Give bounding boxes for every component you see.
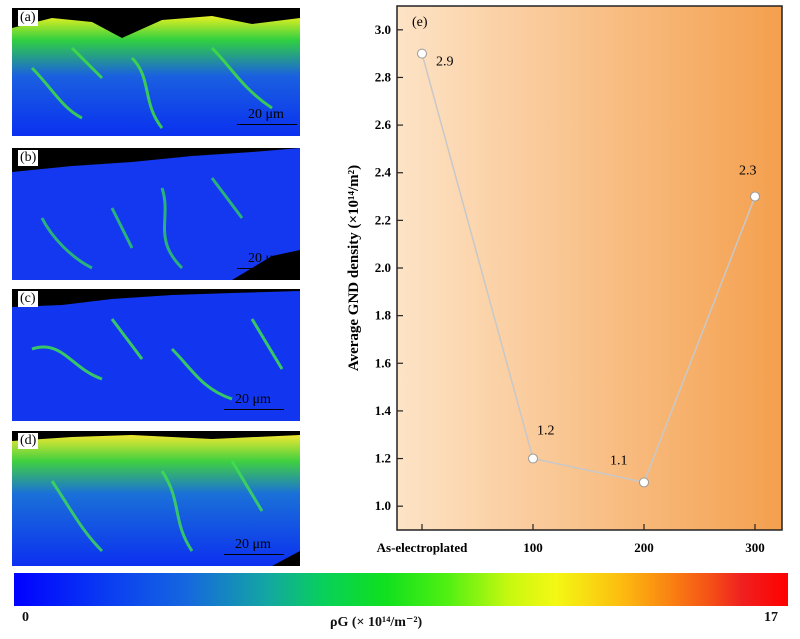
gnd-map-image-a: [12, 16, 300, 136]
y-tick-label: 2.0: [375, 260, 391, 275]
chart-panel-label: (e): [412, 15, 428, 30]
colorbar-title: ρG (× 10¹⁴/m⁻²): [330, 615, 423, 630]
gnd-map-image-b: [12, 148, 300, 280]
y-tick-label: 2.4: [375, 165, 392, 180]
data-label: 1.2: [537, 424, 555, 439]
x-tick-label: 300: [745, 540, 765, 555]
y-tick-label: 1.0: [375, 498, 391, 513]
x-tick-label: 200: [634, 540, 654, 555]
y-tick-label: 1.2: [375, 451, 391, 466]
scale-bar-label-c: 20 μm: [235, 392, 271, 407]
x-tick-label: As-electroplated: [377, 540, 469, 555]
y-tick-label: 1.4: [375, 403, 392, 418]
y-tick-label: 1.8: [375, 308, 392, 323]
gnd-map-panel-d: (d) 20 μm: [12, 431, 300, 566]
data-point: [750, 191, 760, 202]
data-label: 1.1: [610, 453, 628, 468]
plot-area: [396, 5, 783, 531]
gnd-map-image-d: [12, 435, 300, 566]
color-scale-bar: [14, 573, 788, 606]
gnd-map-panel-c: (c) 20 μm: [12, 289, 300, 421]
scale-bar-label-b: 20 μm: [248, 251, 284, 266]
scale-bar-d: [224, 554, 284, 555]
y-tick-label: 2.6: [375, 117, 392, 132]
panel-label-a: (a): [18, 10, 38, 26]
panel-label-c: (c): [18, 291, 38, 307]
series-line: [421, 53, 756, 484]
gnd-map-panel-a: (a) 20 μm: [12, 8, 300, 136]
y-tick-label: 3.0: [375, 22, 391, 37]
y-tick-label: 2.2: [375, 212, 391, 227]
y-tick-label: 2.8: [375, 69, 392, 84]
gnd-density-chart: (e) Average GND density (×10¹⁴/m²) 1.0 1.…: [346, 5, 783, 555]
scale-bar-c: [224, 409, 284, 410]
scale-bar-label-a: 20 μm: [248, 107, 284, 122]
panel-label-d: (d): [18, 433, 39, 449]
data-point: [417, 48, 427, 59]
data-point: [528, 453, 538, 464]
y-tick-label: 1.6: [375, 355, 392, 370]
scale-bar-a: [237, 124, 297, 125]
data-point: [639, 477, 649, 488]
colorbar-min-label: 0: [22, 610, 29, 625]
gnd-map-image-c: [12, 291, 300, 421]
y-axis-title: Average GND density (×10¹⁴/m²): [346, 165, 362, 371]
data-label: 2.3: [739, 164, 757, 179]
colorbar-max-label: 17: [764, 610, 778, 625]
scale-bar-label-d: 20 μm: [235, 537, 271, 552]
data-label: 2.9: [436, 55, 454, 70]
gnd-map-panel-b: (b) 20 μm: [12, 148, 300, 280]
x-tick-label: 100: [523, 540, 543, 555]
scale-bar-b: [237, 268, 297, 269]
panel-label-b: (b): [18, 150, 39, 166]
